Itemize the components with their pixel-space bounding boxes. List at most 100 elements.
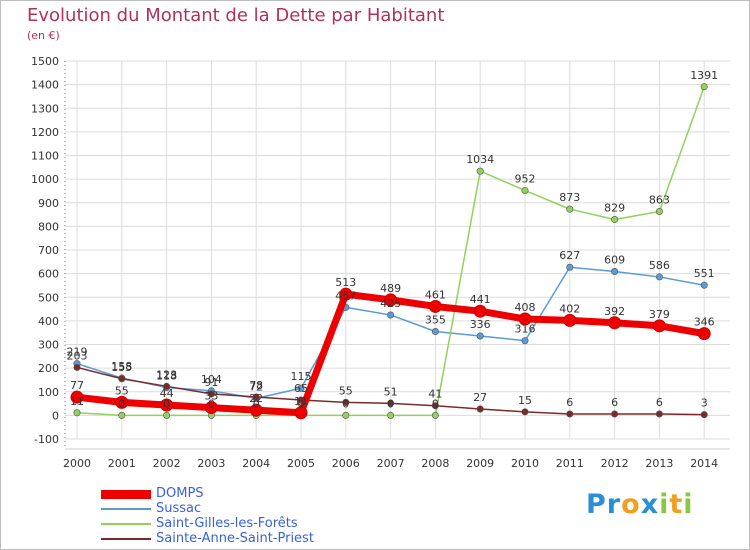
data-point — [473, 304, 487, 318]
legend-swatch — [101, 508, 151, 510]
x-tick-label: 2000 — [63, 457, 91, 470]
x-tick-label: 2002 — [153, 457, 181, 470]
data-point — [608, 316, 622, 330]
data-point — [566, 205, 574, 213]
legend-item: DOMPS — [101, 487, 204, 501]
data-label: 0 — [208, 397, 215, 410]
x-tick-label: 2013 — [645, 457, 673, 470]
data-label: 3 — [701, 397, 708, 410]
y-tick-label: 1200 — [31, 126, 59, 139]
x-tick-label: 2011 — [556, 457, 584, 470]
x-tick-label: 2004 — [242, 457, 270, 470]
x-tick-label: 2012 — [601, 457, 629, 470]
x-tick-label: 2007 — [377, 457, 405, 470]
data-label: 33 — [204, 390, 218, 403]
logo-letter: P — [586, 489, 607, 520]
data-label: 461 — [425, 288, 446, 301]
data-label: 0 — [342, 397, 349, 410]
data-point — [163, 382, 171, 390]
legend-swatch — [101, 523, 151, 525]
x-tick-label: 2014 — [690, 457, 718, 470]
y-tick-label: 600 — [38, 268, 59, 281]
data-label: 203 — [67, 349, 88, 362]
y-tick-label: 1400 — [31, 79, 59, 92]
data-point — [70, 390, 84, 404]
y-tick-label: 100 — [38, 386, 59, 399]
data-label: 551 — [694, 267, 715, 280]
data-label: 41 — [428, 388, 442, 401]
data-point — [563, 313, 577, 327]
x-tick-label: 2003 — [197, 457, 225, 470]
legend-swatch — [101, 538, 151, 540]
data-label: 0 — [298, 397, 305, 410]
data-label: 115 — [291, 370, 312, 383]
proxiti-logo: Proxiti — [586, 489, 694, 520]
data-label: 873 — [559, 191, 580, 204]
data-label: 392 — [604, 305, 625, 318]
data-label: 27 — [473, 391, 487, 404]
data-label: 441 — [470, 293, 491, 306]
data-label: 863 — [649, 193, 670, 206]
data-label: 346 — [694, 316, 715, 329]
logo-letter: x — [640, 489, 660, 520]
legend-label: Sussac — [156, 501, 202, 516]
data-point — [431, 328, 439, 336]
data-label: 952 — [515, 172, 536, 185]
x-tick-label: 2008 — [421, 457, 449, 470]
chart-title: Evolution du Montant de la Dette par Hab… — [27, 5, 445, 26]
data-label: 627 — [559, 249, 580, 262]
y-tick-label: 700 — [38, 244, 59, 257]
data-label: 489 — [380, 282, 401, 295]
data-point — [700, 411, 708, 419]
data-label: 0 — [118, 397, 125, 410]
data-label: 51 — [384, 385, 398, 398]
data-label: 55 — [339, 384, 353, 397]
legend-item: Sussac — [101, 502, 201, 516]
data-point — [294, 406, 308, 420]
data-point — [611, 216, 619, 224]
data-point — [249, 403, 263, 417]
data-label: 0 — [163, 397, 170, 410]
data-point — [73, 409, 81, 417]
data-point — [387, 399, 395, 407]
y-tick-label: 1000 — [31, 173, 59, 186]
data-label: 11 — [70, 395, 84, 408]
data-point — [384, 293, 398, 307]
logo-letter: i — [659, 489, 670, 520]
x-tick-label: 2001 — [108, 457, 136, 470]
data-point — [611, 267, 619, 275]
data-label: 15 — [518, 394, 532, 407]
y-tick-label: 200 — [38, 362, 59, 375]
y-tick-label: 300 — [38, 339, 59, 352]
data-label: 44 — [160, 387, 174, 400]
data-label: 123 — [156, 368, 177, 381]
data-label: 0 — [432, 397, 439, 410]
data-point — [428, 299, 442, 313]
data-label: 11 — [294, 395, 308, 408]
data-label: 0 — [387, 397, 394, 410]
y-tick-label: 500 — [38, 291, 59, 304]
data-point — [73, 363, 81, 371]
data-label: 6 — [656, 396, 663, 409]
legend-item: Sainte-Anne-Saint-Priest — [101, 532, 314, 546]
data-label: 609 — [604, 253, 625, 266]
data-label: 22 — [249, 392, 263, 405]
data-point — [115, 395, 129, 409]
x-tick-label: 2006 — [332, 457, 360, 470]
y-tick-label: 1300 — [31, 102, 59, 115]
data-label: 72 — [249, 380, 263, 393]
data-point — [700, 281, 708, 289]
legend-swatch — [101, 489, 151, 499]
data-point — [342, 398, 350, 406]
data-label: 336 — [470, 318, 491, 331]
data-point — [204, 401, 218, 415]
data-label: 6 — [611, 396, 618, 409]
data-label: 55 — [115, 384, 129, 397]
data-label: 91 — [204, 376, 218, 389]
data-point — [163, 411, 171, 419]
data-point — [521, 337, 529, 345]
logo-letter: r — [606, 489, 622, 520]
y-tick-label: 900 — [38, 197, 59, 210]
data-point — [387, 311, 395, 319]
data-label: 408 — [515, 301, 536, 314]
